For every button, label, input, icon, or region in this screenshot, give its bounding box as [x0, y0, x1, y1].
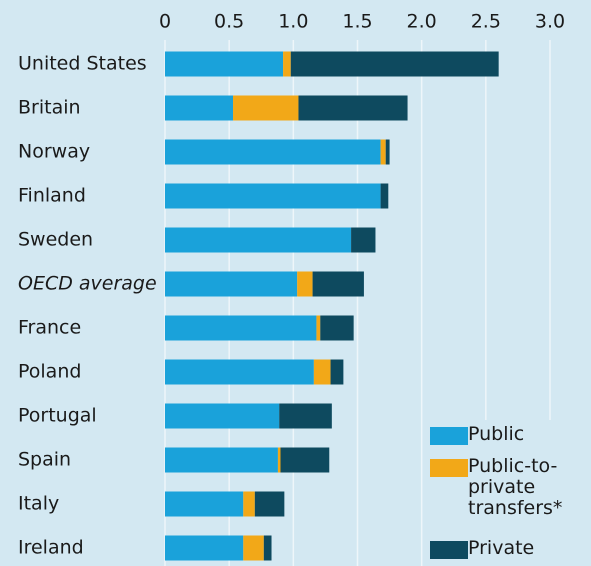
bar-segment: [165, 359, 314, 385]
y-tick-label: France: [18, 317, 81, 339]
x-tick-label: 3.0: [535, 11, 565, 33]
bar-segment: [290, 51, 499, 77]
bar-segment: [277, 447, 281, 473]
x-tick-label: 1.0: [278, 11, 308, 33]
bar-segment: [313, 359, 331, 385]
legend: Public Public-to-private transfers* Privat…: [428, 420, 591, 566]
bar-segment: [351, 227, 376, 253]
y-tick-label: Ireland: [18, 537, 84, 559]
bar-segment: [280, 447, 330, 473]
bar-segment: [165, 491, 244, 517]
x-tick-label: 2.5: [471, 11, 501, 33]
bar-segment: [385, 139, 390, 165]
legend-label: Private: [468, 537, 535, 559]
bar-segment: [380, 183, 389, 209]
bar-segment: [283, 51, 291, 77]
y-tick-label: Spain: [18, 449, 71, 471]
y-tick-label: United States: [18, 53, 147, 75]
x-tick-label: 0: [159, 11, 171, 33]
bar-segment: [165, 403, 280, 429]
bar-segment: [165, 51, 284, 77]
legend-label: Public: [468, 423, 525, 445]
y-tick-label: Italy: [18, 493, 59, 515]
bar-segment: [165, 315, 317, 341]
bar-segment: [165, 183, 381, 209]
legend-swatch: [430, 541, 468, 559]
legend-item: Public-to-private transfers*: [430, 456, 578, 519]
bar-segment: [279, 403, 332, 429]
bar-segment: [165, 447, 278, 473]
bar-segment: [165, 139, 381, 165]
y-tick-label: Portugal: [18, 405, 97, 427]
bar-segment: [297, 271, 313, 297]
y-tick-label: Finland: [18, 185, 86, 207]
bar-segment: [233, 95, 299, 121]
bar-segment: [316, 315, 321, 341]
bar-segment: [380, 139, 386, 165]
y-tick-label: Britain: [18, 97, 81, 119]
legend-item: Private: [430, 538, 578, 559]
legend-swatch: [430, 459, 468, 477]
x-tick-label: 2.0: [407, 11, 437, 33]
y-tick-label: OECD average: [18, 273, 157, 295]
bar-segment: [243, 491, 255, 517]
legend-item: Public: [430, 424, 578, 445]
y-tick-label: Sweden: [18, 229, 93, 251]
bar-segment: [165, 95, 234, 121]
x-tick-label: 1.5: [342, 11, 372, 33]
y-tick-label: Poland: [18, 361, 81, 383]
bar-segment: [243, 535, 264, 561]
y-tick-label: Norway: [18, 141, 90, 163]
legend-label: Public-to-private transfers*: [468, 455, 563, 519]
bar-segment: [263, 535, 272, 561]
bar-segment: [312, 271, 364, 297]
bar-segment: [165, 227, 352, 253]
x-tick-label: 0.5: [214, 11, 244, 33]
bar-segment: [165, 535, 244, 561]
bar-segment: [320, 315, 354, 341]
bar-segment: [254, 491, 285, 517]
bar-segment: [165, 271, 298, 297]
bar-segment: [298, 95, 408, 121]
legend-swatch: [430, 427, 468, 445]
bar-segment: [330, 359, 344, 385]
